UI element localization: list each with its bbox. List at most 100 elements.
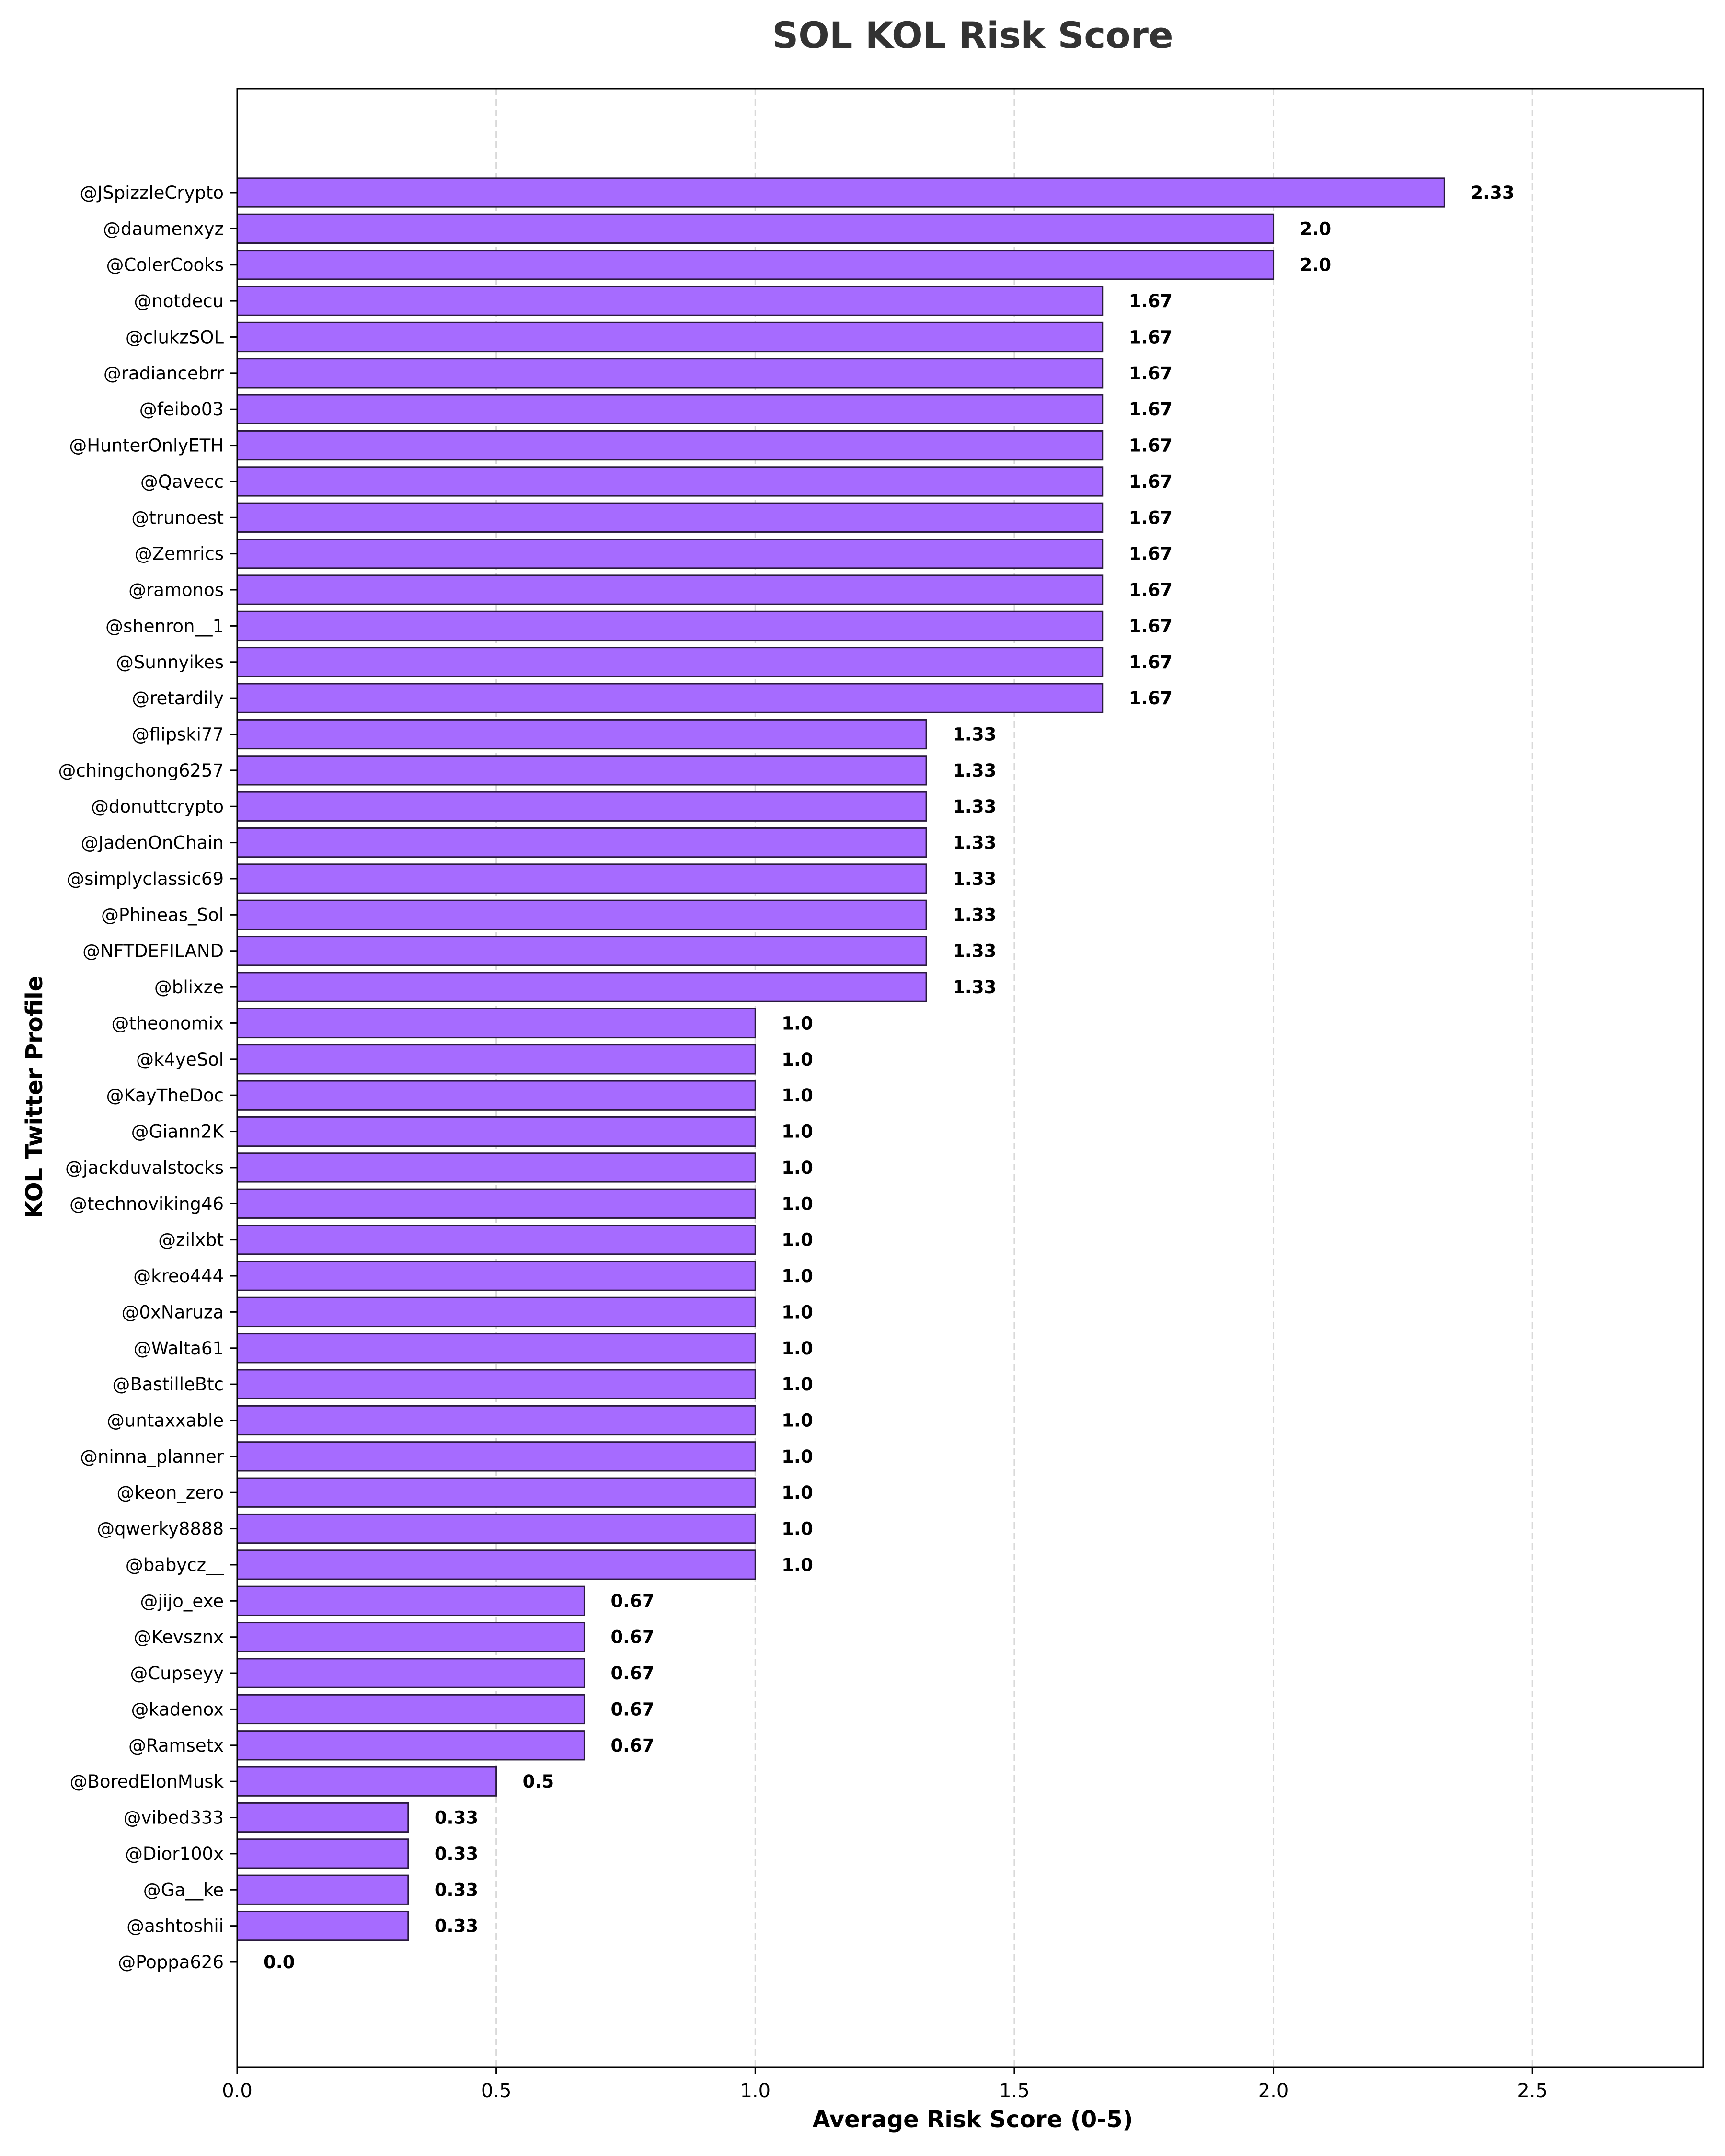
bar: [236, 1441, 756, 1472]
y-tick-label: @ColerCooks: [106, 255, 224, 275]
bar: [236, 899, 927, 930]
y-tick-label: @daumenxyz: [103, 218, 224, 239]
bar-value-label: 1.67: [1129, 652, 1173, 673]
bar-value-label: 1.33: [953, 796, 996, 817]
bar-value-label: 0.67: [610, 1699, 654, 1720]
bar: [236, 1549, 756, 1580]
bar: [236, 1369, 756, 1399]
y-tick-label: @untaxxable: [107, 1410, 224, 1431]
bar-value-label: 0.33: [435, 1880, 478, 1900]
y-tick-label: @BastilleBtc: [112, 1374, 224, 1395]
y-tick-label: @keon_zero: [116, 1482, 224, 1503]
bar-value-label: 1.33: [953, 724, 996, 745]
bar: [236, 394, 1104, 424]
bar-value-label: 1.0: [782, 1302, 813, 1322]
y-tick-label: @ashtoshii: [126, 1916, 224, 1937]
bar: [236, 1730, 585, 1761]
bar-value-label: 1.0: [782, 1338, 813, 1359]
y-tick-label: @clukzSOL: [126, 327, 224, 347]
bar: [236, 1513, 756, 1544]
bar-value-label: 1.0: [782, 1266, 813, 1286]
y-tick-label: @trunoest: [131, 507, 224, 528]
y-tick-label: @chingchong6257: [58, 760, 224, 781]
y-tick-label: @blixze: [154, 977, 224, 998]
bar-value-label: 1.0: [782, 1122, 813, 1142]
bar: [236, 1585, 585, 1616]
y-tick-label: @babycz__: [126, 1555, 224, 1575]
bar-value-label: 1.0: [782, 1049, 813, 1070]
bar: [236, 972, 927, 1002]
y-tick-label: @NFTDEFILAND: [82, 941, 224, 962]
y-tick-label: @simplyclassic69: [67, 869, 224, 889]
bar-value-label: 1.0: [782, 1374, 813, 1395]
bar: [236, 1838, 409, 1869]
bar-value-label: 0.67: [610, 1591, 654, 1611]
bar-value-label: 0.33: [435, 1916, 478, 1937]
y-tick-label: @Ga__ke: [143, 1880, 224, 1900]
bar: [236, 791, 927, 822]
y-tick-label: @theonomix: [111, 1013, 224, 1033]
bar: [236, 1910, 409, 1941]
bar-value-label: 1.67: [1129, 436, 1173, 456]
y-tick-label: @retardily: [132, 688, 224, 709]
y-tick-label: @feibo03: [139, 399, 224, 420]
x-tick-label: 1.5: [999, 2080, 1030, 2102]
bar: [236, 502, 1104, 533]
bar-value-label: 1.67: [1129, 544, 1173, 564]
bar-value-label: 0.67: [610, 1663, 654, 1684]
x-axis-label: Average Risk Score (0-5): [812, 2106, 1133, 2133]
bar-value-label: 0.67: [610, 1735, 654, 1756]
bar-value-label: 0.67: [610, 1627, 654, 1648]
x-tick-label: 2.0: [1258, 2080, 1289, 2102]
bar-value-label: 1.0: [782, 1193, 813, 1214]
bar: [236, 213, 1275, 244]
bar-value-label: 2.0: [1300, 218, 1332, 239]
y-tick-label: @Poppa626: [118, 1952, 224, 1973]
y-tick-label: @shenron__1: [105, 616, 224, 636]
y-tick-label: @donuttcrypto: [91, 796, 224, 817]
y-tick-label: @zilxbt: [158, 1230, 224, 1250]
y-tick-label: @KayTheDoc: [106, 1085, 224, 1106]
x-tick-label: 0.5: [481, 2080, 512, 2102]
y-tick-label: @jackduvalstocks: [65, 1158, 224, 1178]
bar-value-label: 1.0: [782, 1158, 813, 1178]
bar: [236, 1333, 756, 1364]
bar-value-label: 2.33: [1471, 183, 1514, 203]
y-tick-label: @Cupseyy: [130, 1663, 224, 1684]
bar: [236, 1152, 756, 1183]
y-tick-label: @ninna_planner: [80, 1446, 224, 1467]
bar: [236, 358, 1104, 389]
bar: [236, 1405, 756, 1436]
bar-value-label: 1.33: [953, 977, 996, 998]
y-tick-label: @kadenox: [131, 1699, 224, 1720]
y-tick-label: @jijo_exe: [140, 1591, 224, 1611]
bar: [236, 1766, 497, 1797]
bar: [236, 250, 1275, 280]
bar: [236, 1694, 585, 1725]
bar: [236, 1296, 756, 1328]
bar-value-label: 1.67: [1129, 688, 1173, 709]
x-tick-label: 0.0: [222, 2080, 253, 2102]
bar: [236, 1116, 756, 1147]
y-tick-label: @vibed333: [123, 1808, 224, 1828]
y-tick-label: @0xNaruza: [121, 1302, 224, 1322]
bar: [236, 1622, 585, 1652]
bar-value-label: 0.5: [523, 1771, 554, 1792]
x-tick-labels: 0.0 0.5 1.0 1.5 2.0 2.5: [222, 2067, 1548, 2102]
bar-value-label: 1.67: [1129, 363, 1173, 384]
bar: [236, 936, 927, 966]
bar-value-label: 1.0: [782, 1482, 813, 1503]
y-tick-label: @kreo444: [133, 1266, 224, 1286]
y-tick-label: @JadenOnChain: [80, 833, 224, 853]
bar: [236, 683, 1104, 713]
plot-frame: [236, 88, 1704, 2068]
y-tick-label: @Giann2K: [131, 1122, 225, 1142]
y-tick-label: @notdecu: [134, 291, 224, 311]
bar: [236, 647, 1104, 677]
bar-value-label: 1.67: [1129, 399, 1173, 420]
bar-value-label: 0.33: [435, 1844, 478, 1864]
bar: [236, 719, 927, 750]
bar: [236, 1874, 409, 1905]
bar-value-label: 1.67: [1129, 616, 1173, 636]
x-tick-label: 1.0: [740, 2080, 770, 2102]
